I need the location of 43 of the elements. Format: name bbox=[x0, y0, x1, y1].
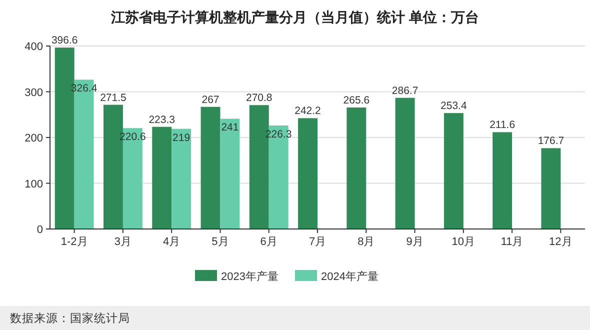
x-tick-label: 8月 bbox=[358, 236, 375, 248]
data-label: 396.6 bbox=[51, 34, 78, 47]
x-tick-label: 5月 bbox=[212, 236, 229, 248]
data-label: 253.4 bbox=[440, 100, 467, 112]
x-tick-label: 6月 bbox=[260, 236, 278, 248]
x-tick-label: 7月 bbox=[308, 236, 326, 248]
data-label: 267 bbox=[202, 94, 220, 106]
y-tick-label: 300 bbox=[24, 86, 43, 99]
data-label: 270.8 bbox=[246, 92, 272, 104]
x-tick-label: 11月 bbox=[500, 236, 524, 248]
bar bbox=[346, 107, 366, 229]
bar bbox=[200, 106, 220, 229]
bar bbox=[220, 118, 240, 229]
bar bbox=[152, 126, 172, 229]
x-tick-label: 10月 bbox=[452, 236, 476, 248]
x-tick-label: 9月 bbox=[406, 236, 424, 248]
y-tick-label: 100 bbox=[24, 178, 43, 190]
x-tick-label: 4月 bbox=[163, 236, 180, 248]
x-tick-label: 3月 bbox=[114, 236, 132, 248]
data-label: 286.7 bbox=[392, 84, 418, 97]
data-label: 219 bbox=[172, 132, 190, 144]
legend-label: 2023年产量 bbox=[221, 270, 278, 283]
y-tick-label: 400 bbox=[24, 41, 43, 53]
x-tick-label: 12月 bbox=[549, 236, 572, 248]
bar bbox=[541, 148, 561, 229]
source-note: 数据来源：国家统计局 bbox=[10, 311, 130, 325]
data-label: 223.3 bbox=[148, 114, 176, 126]
data-label: 176.7 bbox=[538, 135, 564, 148]
chart-title: 江苏省电子计算机整机产量分月（当月值）统计 单位：万台 bbox=[110, 9, 479, 25]
data-label: 241 bbox=[221, 122, 239, 134]
data-label: 211.6 bbox=[490, 119, 516, 132]
bar bbox=[395, 98, 415, 229]
bar bbox=[172, 128, 192, 229]
data-label: 242.2 bbox=[294, 105, 322, 118]
legend-label: 2024年产量 bbox=[321, 270, 378, 283]
data-label: 265.6 bbox=[343, 94, 370, 106]
bar bbox=[492, 132, 512, 229]
x-tick-label: 1-2月 bbox=[60, 236, 88, 248]
bar bbox=[298, 118, 318, 229]
y-tick-label: 0 bbox=[36, 224, 43, 236]
data-label: 271.5 bbox=[100, 92, 127, 104]
y-tick-label: 200 bbox=[24, 132, 43, 144]
bar bbox=[444, 113, 464, 229]
